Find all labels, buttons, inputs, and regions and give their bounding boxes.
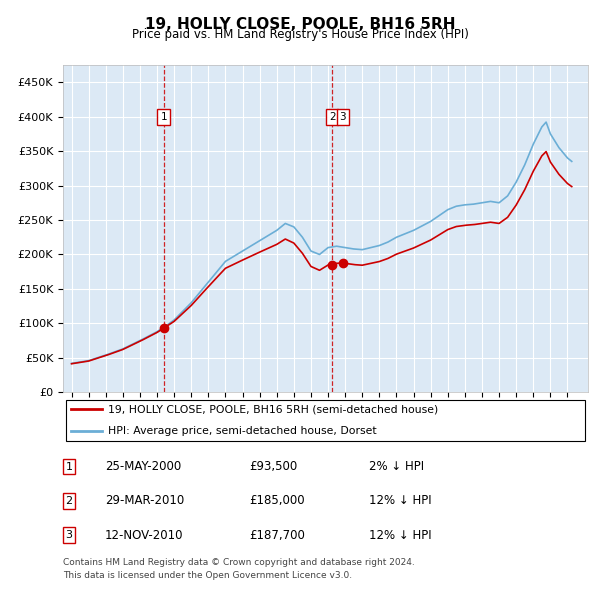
Text: HPI: Average price, semi-detached house, Dorset: HPI: Average price, semi-detached house,… bbox=[107, 427, 376, 437]
Text: 1: 1 bbox=[65, 462, 73, 471]
Text: 12% ↓ HPI: 12% ↓ HPI bbox=[369, 494, 431, 507]
Text: 2% ↓ HPI: 2% ↓ HPI bbox=[369, 460, 424, 473]
Text: £185,000: £185,000 bbox=[249, 494, 305, 507]
Text: Contains HM Land Registry data © Crown copyright and database right 2024.: Contains HM Land Registry data © Crown c… bbox=[63, 558, 415, 567]
Text: 2: 2 bbox=[329, 112, 335, 122]
Text: 2: 2 bbox=[65, 496, 73, 506]
Text: £93,500: £93,500 bbox=[249, 460, 297, 473]
Text: 12-NOV-2010: 12-NOV-2010 bbox=[105, 529, 184, 542]
Text: 29-MAR-2010: 29-MAR-2010 bbox=[105, 494, 184, 507]
Text: 12% ↓ HPI: 12% ↓ HPI bbox=[369, 529, 431, 542]
Text: This data is licensed under the Open Government Licence v3.0.: This data is licensed under the Open Gov… bbox=[63, 571, 352, 580]
Text: 3: 3 bbox=[340, 112, 346, 122]
FancyBboxPatch shape bbox=[65, 400, 586, 441]
Text: 19, HOLLY CLOSE, POOLE, BH16 5RH (semi-detached house): 19, HOLLY CLOSE, POOLE, BH16 5RH (semi-d… bbox=[107, 404, 438, 414]
Text: £187,700: £187,700 bbox=[249, 529, 305, 542]
Text: 25-MAY-2000: 25-MAY-2000 bbox=[105, 460, 181, 473]
Text: 3: 3 bbox=[65, 530, 73, 540]
Text: Price paid vs. HM Land Registry's House Price Index (HPI): Price paid vs. HM Land Registry's House … bbox=[131, 28, 469, 41]
Text: 1: 1 bbox=[160, 112, 167, 122]
Text: 19, HOLLY CLOSE, POOLE, BH16 5RH: 19, HOLLY CLOSE, POOLE, BH16 5RH bbox=[145, 17, 455, 31]
